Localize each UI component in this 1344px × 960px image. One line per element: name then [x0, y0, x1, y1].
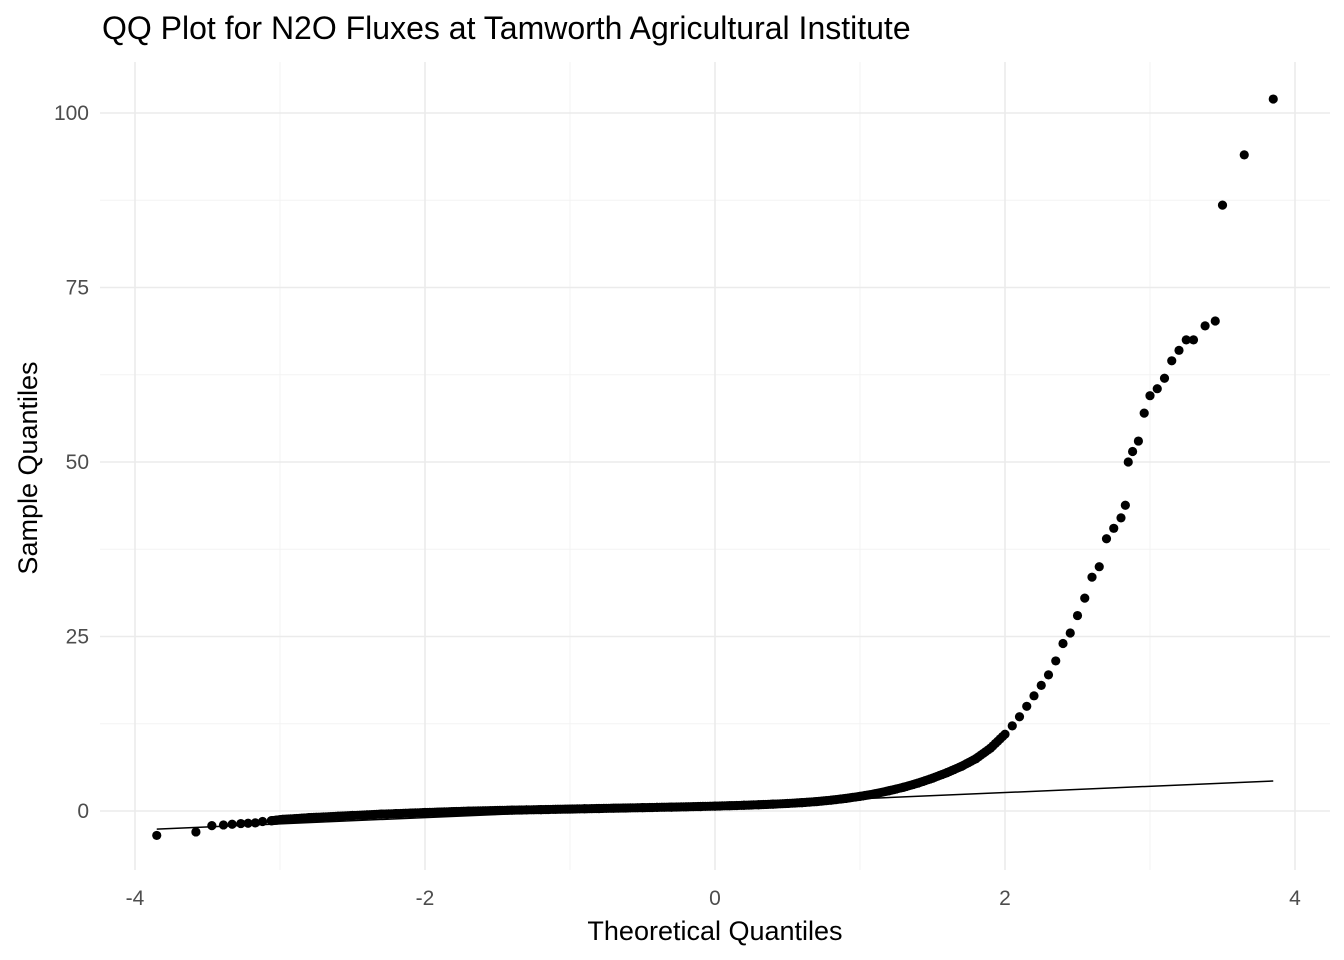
data-point	[1094, 562, 1104, 572]
data-point	[191, 827, 201, 837]
data-point	[1128, 446, 1138, 457]
data-point	[1058, 638, 1068, 649]
x-tick-label: -2	[416, 887, 435, 910]
data-point	[1043, 670, 1054, 680]
data-point	[1159, 373, 1170, 383]
data-point	[1116, 513, 1126, 523]
data-point	[1239, 150, 1249, 160]
data-point	[1133, 436, 1143, 446]
data-point	[1022, 701, 1032, 711]
data-point	[1268, 94, 1278, 104]
data-point	[1065, 628, 1075, 638]
data-point	[1217, 200, 1228, 210]
data-point	[1080, 593, 1090, 603]
x-tick-label: 0	[709, 887, 721, 910]
data-point	[250, 818, 260, 828]
grid-lines	[100, 62, 1330, 870]
data-point	[1109, 523, 1119, 533]
data-point	[1188, 335, 1199, 345]
data-point	[1101, 534, 1112, 544]
data-point	[1029, 691, 1039, 701]
y-tick-label: 50	[66, 451, 89, 474]
x-axis-title: Theoretical Quantiles	[587, 916, 842, 946]
data-point	[1174, 345, 1184, 355]
data-point	[1210, 316, 1220, 326]
x-tick-label: -4	[126, 887, 145, 910]
data-point	[1072, 610, 1083, 621]
data-point	[152, 830, 162, 841]
data-point	[1123, 457, 1133, 467]
data-point	[227, 819, 237, 829]
x-axis-ticks: -4 -2 0 2 4	[126, 887, 1302, 910]
data-point	[243, 818, 253, 828]
data-point	[997, 731, 1008, 742]
x-tick-label: 2	[999, 887, 1011, 910]
y-tick-label: 100	[54, 102, 89, 125]
data-point	[207, 821, 217, 831]
data-point	[1036, 680, 1046, 690]
y-axis-title: Sample Quantiles	[13, 361, 43, 574]
data-point	[1145, 391, 1155, 401]
data-point	[1152, 384, 1162, 394]
chart-title: QQ Plot for N2O Fluxes at Tamworth Agric…	[102, 10, 911, 46]
data-point	[1200, 321, 1210, 331]
x-tick-label: 4	[1289, 887, 1301, 910]
data-point	[218, 820, 229, 830]
sample-points	[152, 94, 1278, 841]
data-point	[1167, 356, 1177, 366]
data-point	[236, 818, 246, 829]
data-point	[1014, 712, 1025, 722]
y-tick-label: 75	[66, 277, 89, 300]
data-point	[258, 816, 268, 827]
y-tick-label: 0	[77, 800, 89, 823]
data-point	[1007, 721, 1017, 731]
data-point	[1051, 656, 1061, 666]
data-point	[1139, 408, 1149, 418]
data-point	[1120, 500, 1130, 510]
data-point	[1087, 572, 1097, 582]
y-axis-ticks: 0 25 50 75 100	[54, 102, 89, 823]
data-point	[1181, 335, 1191, 345]
y-tick-label: 25	[66, 626, 89, 649]
